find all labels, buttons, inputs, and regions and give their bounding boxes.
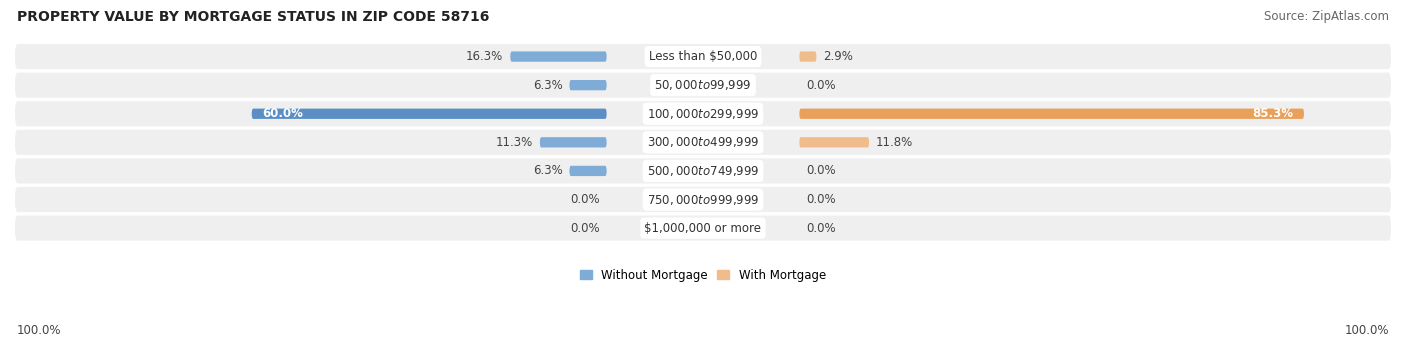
FancyBboxPatch shape <box>800 137 869 147</box>
Text: $100,000 to $299,999: $100,000 to $299,999 <box>647 107 759 121</box>
FancyBboxPatch shape <box>800 51 817 62</box>
Text: 0.0%: 0.0% <box>571 222 600 235</box>
Text: 0.0%: 0.0% <box>806 222 835 235</box>
Text: $750,000 to $999,999: $750,000 to $999,999 <box>647 193 759 207</box>
FancyBboxPatch shape <box>15 73 1391 98</box>
Text: 0.0%: 0.0% <box>571 193 600 206</box>
FancyBboxPatch shape <box>540 137 606 147</box>
Text: 85.3%: 85.3% <box>1253 107 1294 120</box>
Text: $500,000 to $749,999: $500,000 to $749,999 <box>647 164 759 178</box>
FancyBboxPatch shape <box>15 158 1391 183</box>
FancyBboxPatch shape <box>569 80 606 90</box>
FancyBboxPatch shape <box>15 101 1391 126</box>
FancyBboxPatch shape <box>252 108 606 119</box>
Text: 60.0%: 60.0% <box>262 107 302 120</box>
Text: 0.0%: 0.0% <box>806 79 835 92</box>
FancyBboxPatch shape <box>15 187 1391 212</box>
FancyBboxPatch shape <box>15 216 1391 241</box>
FancyBboxPatch shape <box>15 130 1391 155</box>
FancyBboxPatch shape <box>15 44 1391 69</box>
FancyBboxPatch shape <box>800 108 1303 119</box>
FancyBboxPatch shape <box>569 166 606 176</box>
Text: 0.0%: 0.0% <box>806 193 835 206</box>
Text: 2.9%: 2.9% <box>824 50 853 63</box>
FancyBboxPatch shape <box>510 51 606 62</box>
Text: PROPERTY VALUE BY MORTGAGE STATUS IN ZIP CODE 58716: PROPERTY VALUE BY MORTGAGE STATUS IN ZIP… <box>17 10 489 24</box>
Text: $300,000 to $499,999: $300,000 to $499,999 <box>647 135 759 149</box>
Text: 11.8%: 11.8% <box>876 136 914 149</box>
Text: 16.3%: 16.3% <box>467 50 503 63</box>
Text: $1,000,000 or more: $1,000,000 or more <box>644 222 762 235</box>
Text: 6.3%: 6.3% <box>533 164 562 177</box>
Text: $50,000 to $99,999: $50,000 to $99,999 <box>654 78 752 92</box>
Text: Source: ZipAtlas.com: Source: ZipAtlas.com <box>1264 10 1389 23</box>
Legend: Without Mortgage, With Mortgage: Without Mortgage, With Mortgage <box>575 264 831 286</box>
Text: 11.3%: 11.3% <box>496 136 533 149</box>
Text: 6.3%: 6.3% <box>533 79 562 92</box>
Text: Less than $50,000: Less than $50,000 <box>648 50 758 63</box>
Text: 100.0%: 100.0% <box>1344 324 1389 337</box>
Text: 0.0%: 0.0% <box>806 164 835 177</box>
Text: 100.0%: 100.0% <box>17 324 62 337</box>
